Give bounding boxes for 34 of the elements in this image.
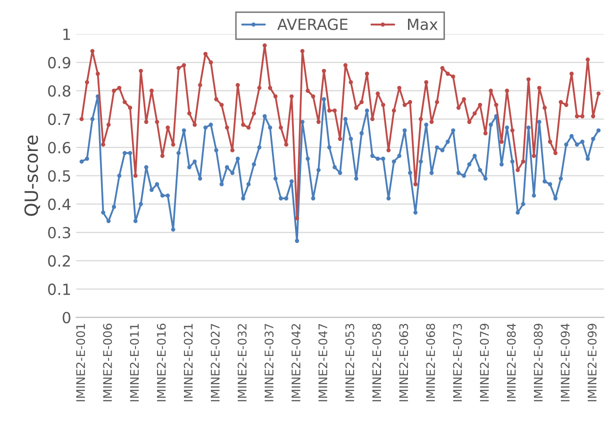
y-tick-label: 0.9 — [48, 56, 70, 68]
y-axis-title: QU-score — [24, 135, 40, 216]
x-tick-label: IMINE2-E-063 — [399, 324, 408, 402]
x-tick-label: IMINE2-E-094 — [560, 324, 570, 402]
y-tick-label: 0.4 — [48, 198, 71, 210]
x-tick-label: IMINE2-E-001 — [76, 324, 86, 402]
x-tick-label: IMINE2-E-047 — [318, 324, 328, 402]
y-tick-label: 0.3 — [48, 226, 70, 238]
x-tick-label: IMINE2-E-084 — [506, 324, 516, 402]
x-tick-label: IMINE2-E-032 — [238, 324, 247, 402]
x-tick-label: IMINE2-E-068 — [426, 324, 436, 402]
y-tick-label: 0.1 — [48, 284, 70, 296]
y-tick-label: 0.6 — [48, 142, 70, 154]
y-tick-label: 0.5 — [48, 170, 70, 182]
x-tick-label: IMINE2-E-011 — [130, 324, 139, 402]
legend-label: Max — [408, 18, 438, 30]
x-tick-label: IMINE2-E-016 — [156, 324, 166, 402]
y-tick-label: 0 — [62, 312, 70, 324]
x-tick-label: IMINE2-E-089 — [534, 324, 543, 402]
x-tick-label: IMINE2-E-021 — [184, 324, 193, 402]
x-tick-label: IMINE2-E-079 — [480, 324, 489, 402]
x-tick-label: IMINE2-E-027 — [210, 324, 220, 402]
x-tick-label: IMINE2-E-099 — [588, 324, 597, 402]
x-tick-label: IMINE2-E-042 — [291, 324, 300, 402]
legend-label: AVERAGE — [277, 18, 348, 30]
x-tick-label: IMINE2-E-037 — [264, 324, 274, 402]
y-tick-label: 0.8 — [48, 85, 70, 97]
x-tick-label: IMINE2-E-058 — [372, 324, 382, 402]
y-tick-label: 0.7 — [48, 114, 70, 126]
x-tick-label: IMINE2-E-053 — [345, 324, 354, 402]
x-tick-label: IMINE2-E-006 — [103, 324, 112, 402]
y-tick-label: 1 — [63, 28, 70, 40]
y-tick-label: 0.2 — [48, 255, 70, 267]
x-tick-label: IMINE2-E-073 — [453, 324, 462, 402]
